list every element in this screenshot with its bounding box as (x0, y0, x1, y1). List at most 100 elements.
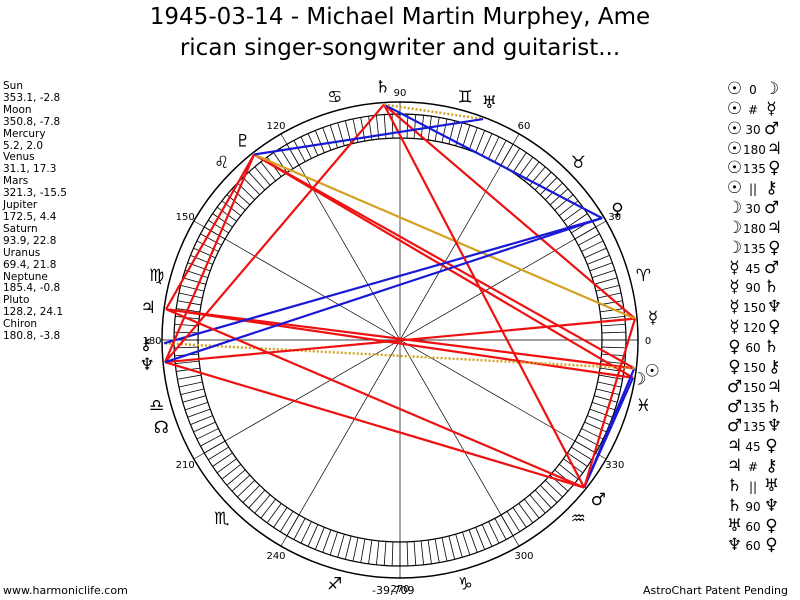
degree-tick (455, 534, 463, 558)
degree-tick (190, 254, 213, 265)
planet-name-pluto: Pluto (3, 294, 30, 307)
aspect-type: 30 (745, 122, 761, 137)
aspect-type: 60 (745, 340, 761, 355)
degree-tick (462, 531, 471, 556)
aspect-planet-1-icon: ☿ (729, 257, 740, 278)
degree-tick (307, 524, 319, 547)
planet-glyphs: ☉☽ ☿ ♀ ♂ ♃ ♄ ♅ ♆ ♇ ⚷ ☊ (140, 78, 660, 510)
aspect-planet-1-icon: ☿ (729, 317, 740, 338)
degree-tick (434, 538, 440, 563)
aspect-row: ♀ 150 ⚷ (726, 357, 783, 377)
aspect-planet-2-icon: ♃ (766, 376, 783, 397)
aspect-planet-1-icon: ☽ (726, 217, 743, 238)
degree-label: 90 (394, 88, 407, 99)
degree-tick (190, 415, 213, 426)
aspect-type: 60 (745, 519, 761, 534)
planet-values-chiron: 180.8, -3.8 (3, 330, 61, 343)
degree-tick (545, 182, 563, 200)
degree-tick (534, 489, 552, 509)
aspect-type: # (747, 460, 759, 475)
aspect-line (164, 103, 385, 363)
degree-tick (260, 498, 276, 519)
degree-tick (413, 541, 417, 566)
aspect-planet-1-icon: ☉ (726, 79, 743, 99)
degree-tick (200, 434, 222, 447)
degree-tick (591, 402, 616, 411)
planet-values-saturn: 93.9, 22.8 (3, 234, 57, 247)
aspect-line (165, 308, 634, 379)
planet-name-venus: Venus (3, 151, 35, 164)
degree-tick (180, 388, 205, 396)
degree-tick (584, 247, 607, 259)
degree-tick (293, 140, 306, 162)
planet-position-list: Sun 353.1, -2.8 Moon 350.8, -7.8 Mercury 5.2,… (3, 80, 67, 343)
degree-label: 120 (266, 121, 285, 132)
degree-tick (599, 308, 624, 313)
degree-tick (322, 529, 332, 553)
aspect-type: 150 (743, 301, 766, 316)
aspect-line (164, 317, 636, 364)
degree-tick (242, 177, 260, 195)
aspect-type: # (747, 102, 759, 117)
degree-tick (200, 233, 222, 246)
degree-label: 330 (605, 460, 624, 471)
aspect-line (253, 153, 635, 370)
aspect-line (163, 342, 635, 370)
degree-label: 60 (518, 121, 531, 132)
aspect-row: ♂135♆ (726, 416, 783, 436)
aspect-line (383, 103, 636, 320)
aspect-planet-1-icon: ☉ (726, 158, 743, 179)
degree-tick (254, 494, 271, 514)
degree-tick (601, 346, 626, 349)
jupiter-icon: ♃ (141, 298, 156, 318)
degree-tick (237, 480, 255, 498)
planet-name-chiron: Chiron (3, 318, 38, 331)
degree-tick (567, 452, 588, 467)
degree-tick (193, 421, 216, 433)
planet-name-mercury: Mercury (3, 127, 46, 140)
aspect-row: ♀ 60 ♄ (726, 337, 783, 357)
aspect-line (164, 361, 585, 489)
aspect-row: ☉135 ♀ (726, 158, 783, 179)
degree-tick (462, 124, 471, 149)
degree-tick (300, 136, 312, 159)
degree-tick (180, 284, 205, 292)
aspect-type: 135 (743, 400, 766, 415)
website-link[interactable]: www.harmoniclife.com (3, 584, 128, 597)
planet-values-pluto: 128.2, 24.1 (3, 306, 64, 319)
aspect-row: ♅ 60 ♀ (726, 516, 783, 536)
degree-tick (554, 194, 574, 211)
aspect-planet-1-icon: ♄ (726, 475, 743, 496)
degree-tick (481, 133, 493, 156)
degree-tick (494, 140, 507, 162)
degree-tick (352, 537, 359, 562)
aspect-planet-2-icon: ♆ (766, 297, 783, 318)
aspect-row: ☉ || ⚷ (726, 178, 783, 198)
degree-tick (260, 161, 276, 182)
aspect-planet-2-icon: ♀ (765, 515, 778, 536)
aspect-planet-1-icon: ♀ (728, 356, 741, 377)
aspect-line (165, 153, 256, 310)
aspect-planet-2-icon: ♀ (768, 237, 781, 258)
aspect-row: ♄ 90 ♆ (726, 496, 783, 516)
degree-tick (216, 206, 237, 222)
degree-tick (344, 535, 352, 560)
aspect-planet-2-icon: ♄ (763, 277, 780, 298)
aspect-type: 135 (743, 241, 766, 256)
degree-tick (375, 540, 380, 565)
aspect-planet-1-icon: ♅ (726, 515, 743, 536)
degree-tick (226, 469, 246, 486)
aspect-type: 150 (743, 380, 766, 395)
aspect-planet-2-icon: ♂ (763, 257, 780, 278)
degree-tick (314, 527, 325, 550)
degree-tick (524, 498, 540, 519)
aspect-planet-2-icon: ♆ (763, 495, 780, 516)
aspect-planet-1-icon: ☿ (729, 277, 740, 298)
aspect-row: ☉180♃ (726, 139, 783, 159)
aspect-planet-2-icon: ♂ (763, 198, 780, 219)
planet-values-mercury: 5.2, 2.0 (3, 139, 44, 152)
title-line-2: rican singer-songwriter and guitarist... (179, 35, 621, 61)
aspect-planet-1-icon: ☽ (726, 198, 743, 219)
degree-tick (468, 127, 478, 151)
degree-tick (494, 518, 507, 540)
